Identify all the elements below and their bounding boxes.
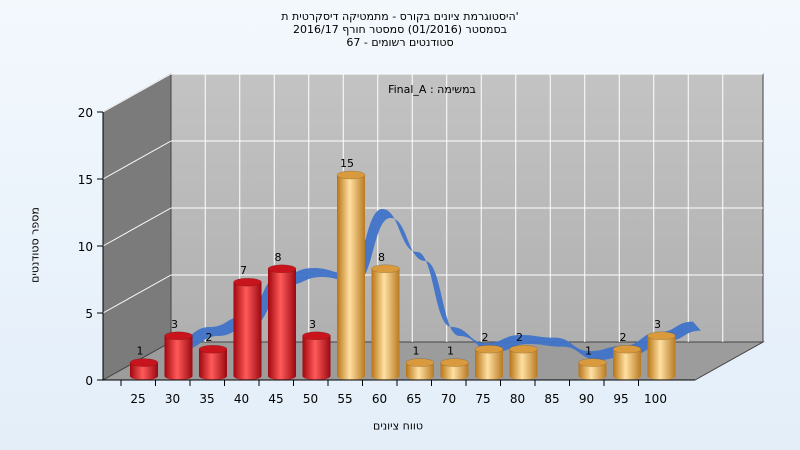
y-tick-label: 10: [78, 240, 93, 254]
x-tick-label: 75: [475, 392, 490, 406]
x-tick-label: 90: [579, 392, 594, 406]
bar-95: 2: [612, 331, 642, 380]
bar-body: [337, 175, 365, 380]
bar-top: [440, 358, 469, 367]
bar-value-label: 3: [171, 318, 178, 331]
bar-60: 8: [371, 251, 400, 380]
x-tick-label: 70: [441, 392, 456, 406]
bar-top: [336, 170, 366, 180]
bar-70: 1: [440, 345, 469, 380]
bar-45: 8: [267, 251, 297, 380]
x-tick-label: 55: [337, 392, 352, 406]
bar-top: [612, 344, 642, 354]
bar-75: 2: [474, 331, 504, 380]
bar-body: [130, 362, 158, 380]
bar-body: [371, 268, 400, 380]
x-tick-label: 45: [268, 392, 283, 406]
bar-top: [302, 331, 331, 341]
x-tick-label: 95: [613, 392, 628, 406]
bar-25: 1: [129, 345, 159, 380]
bar-40: 7: [233, 264, 262, 380]
bar-55: 15: [336, 157, 366, 380]
bar-value-label: 1: [413, 345, 420, 358]
bar-top: [129, 358, 159, 367]
title-line-3: סטודנטים רשומים - 67: [346, 36, 454, 49]
bar-body: [164, 335, 193, 380]
title-line-2: בסמסטר (01/2016) סמסטר חורף 2016/17: [293, 23, 507, 36]
y-tick-label: 20: [78, 106, 93, 120]
x-tick-label: 50: [303, 392, 318, 406]
distribution-curve: [175, 209, 701, 361]
bar-body: [475, 349, 503, 380]
x-tick-label: 35: [199, 392, 214, 406]
bar-body: [613, 349, 641, 380]
grid-line-side: [102, 140, 172, 180]
bar-top: [474, 344, 504, 354]
bar-value-label: 1: [585, 345, 592, 358]
bar-top: [164, 331, 193, 341]
bar-value-label: 1: [137, 345, 144, 358]
bar-top: [267, 264, 297, 274]
bar-value-label: 2: [206, 331, 213, 344]
x-tick-label: 60: [372, 392, 387, 406]
bar-body: [406, 362, 434, 380]
y-tick-label: 5: [85, 307, 93, 321]
x-axis-label: טווח ציונים: [373, 419, 423, 433]
bar-body: [578, 362, 607, 380]
bar-body: [268, 268, 296, 380]
chart-annotation: Final_A : במשימה: [388, 83, 476, 96]
bar-80: 2: [509, 331, 538, 380]
bar-body: [509, 349, 538, 380]
x-tick-label: 30: [165, 392, 180, 406]
bar-90: 1: [578, 345, 607, 380]
x-tick-label: 100: [644, 392, 667, 406]
bar-body: [440, 362, 469, 380]
x-tick-label: 85: [544, 392, 559, 406]
bar-50: 3: [302, 318, 331, 380]
bar-top: [371, 264, 400, 274]
bar-30: 3: [164, 318, 193, 380]
bar-body: [233, 282, 262, 380]
title-line-1: היסטוגרמת ציונים בקורס - מתמטיקה דיסקרטי…: [281, 10, 519, 23]
bar-35: 2: [198, 331, 228, 380]
bar-value-label: 3: [309, 318, 316, 331]
x-tick-label: 25: [130, 392, 145, 406]
y-axis-label: מספר סטודנטים: [28, 207, 42, 283]
bar-value-label: 8: [275, 251, 282, 264]
bar-100: 3: [647, 318, 676, 380]
x-tick-label: 80: [510, 392, 525, 406]
bar-top: [647, 331, 676, 341]
bar-value-label: 2: [482, 331, 489, 344]
bar-value-label: 8: [378, 251, 385, 264]
x-tick-label: 40: [234, 392, 249, 406]
bar-body: [302, 335, 331, 380]
bar-value-label: 3: [654, 318, 661, 331]
bar-value-label: 1: [447, 345, 454, 358]
bar-top: [578, 358, 607, 367]
bar-top: [198, 344, 228, 354]
bar-top: [509, 344, 538, 354]
bar-value-label: 2: [620, 331, 627, 344]
y-tick-label: 15: [78, 173, 93, 187]
grid-line-side: [102, 274, 172, 314]
grid-line-side: [102, 73, 172, 113]
bar-top: [233, 277, 262, 287]
bar-top: [405, 358, 435, 367]
bar-65: 1: [405, 345, 435, 380]
grid-line-side: [102, 207, 172, 247]
bar-value-label: 2: [516, 331, 523, 344]
x-tick-label: 65: [406, 392, 421, 406]
y-tick-label: 0: [85, 374, 93, 388]
bar-value-label: 7: [240, 264, 247, 277]
chart-title: היסטוגרמת ציונים בקורס - מתמטיקה דיסקרטי…: [0, 10, 800, 49]
bar-body: [199, 349, 227, 380]
bar-body: [647, 335, 676, 380]
bar-value-label: 15: [340, 157, 354, 170]
